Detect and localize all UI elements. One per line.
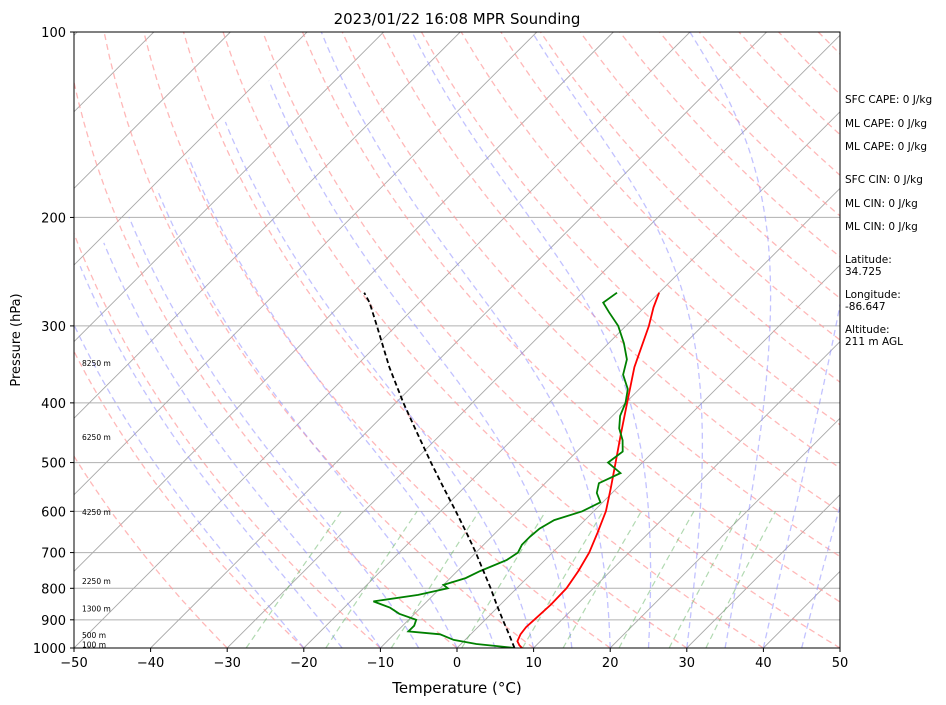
- mixing-ratio-line: [618, 511, 695, 648]
- height-label: 4250 m: [82, 508, 111, 517]
- moist-adiabat: [79, 265, 343, 648]
- isotherm-line: [74, 32, 384, 343]
- isotherm-line: [74, 32, 691, 648]
- y-tick-label: 900: [41, 614, 66, 629]
- moist-adiabat: [74, 323, 305, 648]
- moist-adiabat: [689, 32, 772, 648]
- isotherm-line: [609, 417, 840, 648]
- altitude-text: Altitude: 211 m AGL: [845, 324, 903, 348]
- moist-adiabat: [268, 80, 573, 648]
- height-label: 8250 m: [82, 359, 111, 368]
- mixing-ratio-line: [325, 510, 418, 648]
- isotherm-line: [74, 32, 461, 419]
- isotherm-line: [74, 32, 538, 496]
- dewpoint-profile: [373, 291, 629, 648]
- isotherm-line: [686, 494, 840, 648]
- moist-adiabat: [762, 301, 840, 648]
- mixing-ratio-line: [461, 510, 547, 648]
- isotherm-line: [74, 32, 231, 190]
- moist-adiabat: [103, 242, 381, 648]
- isotherm-line: [533, 340, 840, 648]
- isotherm-line: [303, 111, 840, 648]
- isotherm-line: [74, 32, 614, 573]
- x-tick-label: 20: [602, 656, 619, 671]
- moist-adiabat: [224, 121, 535, 648]
- ml-cin-text: ML CIN: 0 J/kg: [845, 198, 918, 210]
- parcel-profile: [363, 292, 516, 648]
- sfc-cape-text: SFC CAPE: 0 J/kg: [845, 94, 933, 106]
- x-tick-label: −40: [137, 656, 164, 671]
- y-axis-label: Pressure (hPa): [9, 293, 24, 386]
- x-tick-label: 40: [755, 656, 772, 671]
- y-tick-label: 800: [41, 582, 66, 597]
- y-tick-label: 600: [41, 505, 66, 520]
- moist-adiabat: [188, 157, 496, 648]
- y-axis: 100 200 300 400 500 600 700 800 900 1000: [33, 26, 74, 657]
- height-label: 1300 m: [82, 605, 111, 614]
- moist-adiabat: [531, 32, 704, 648]
- moist-adiabat: [411, 32, 652, 648]
- moist-adiabat: [801, 504, 840, 648]
- x-tick-label: 50: [832, 656, 849, 671]
- x-axis-label: Temperature (°C): [391, 679, 521, 697]
- x-tick-label: 0: [453, 656, 461, 671]
- dry-adiabat: [579, 32, 840, 300]
- moist-adiabat: [320, 32, 611, 648]
- dry-adiabat: [182, 32, 688, 648]
- ml-cape-text-2: ML CAPE: 0 J/kg: [845, 141, 928, 153]
- x-tick-label: 30: [679, 656, 696, 671]
- x-axis: −50 −40 −30 −20 −10 0 10 20 30 40 50: [60, 648, 848, 671]
- isotherm-line: [380, 187, 840, 648]
- mixing-ratio-line: [668, 511, 742, 648]
- y-tick-label: 1000: [33, 642, 66, 657]
- y-tick-label: 100: [41, 26, 66, 41]
- background-lines: [74, 32, 840, 648]
- isotherm-line: [150, 32, 767, 648]
- dry-adiabat: [262, 32, 840, 648]
- ml-cape-text: ML CAPE: 0 J/kg: [845, 118, 928, 130]
- dry-adiabat: [74, 231, 381, 648]
- x-tick-label: −10: [367, 656, 394, 671]
- height-label: 500 m: [82, 631, 106, 640]
- y-tick-label: 300: [41, 320, 66, 335]
- height-label: 2250 m: [82, 577, 111, 586]
- dry-adiabat: [103, 32, 534, 648]
- x-tick-label: −30: [213, 656, 240, 671]
- mixing-ratio-line: [245, 510, 342, 648]
- temperature-profile: [516, 292, 660, 648]
- y-tick-label: 400: [41, 397, 66, 412]
- y-tick-label: 700: [41, 547, 66, 562]
- ml-cin-text-2: ML CIN: 0 J/kg: [845, 221, 918, 233]
- latitude-text: Latitude: 34.725: [845, 254, 892, 278]
- mixing-ratio-line: [521, 510, 604, 648]
- isotherm-line: [226, 34, 840, 648]
- isotherm-line: [74, 32, 308, 266]
- longitude-text: Longitude: -86.647: [845, 289, 901, 313]
- chart-title: 2023/01/22 16:08 MPR Sounding: [334, 10, 581, 28]
- height-label: 6250 m: [82, 433, 111, 442]
- moist-adiabat: [156, 188, 458, 648]
- x-tick-label: −20: [290, 656, 317, 671]
- y-tick-label: 500: [41, 457, 66, 472]
- x-tick-label: −50: [60, 656, 87, 671]
- y-tick-label: 200: [41, 211, 66, 226]
- sfc-cin-text: SFC CIN: 0 J/kg: [845, 174, 923, 186]
- mixing-ratio-line: [562, 510, 642, 648]
- dry-adiabat: [74, 79, 458, 648]
- mixing-ratio-line: [390, 510, 480, 648]
- height-label: 100 m: [82, 640, 106, 649]
- profile-lines: [363, 291, 660, 648]
- dry-adiabat: [74, 349, 305, 648]
- isotherm-line: [456, 264, 840, 648]
- x-tick-label: 10: [525, 656, 542, 671]
- mixing-ratio-line: [705, 511, 777, 648]
